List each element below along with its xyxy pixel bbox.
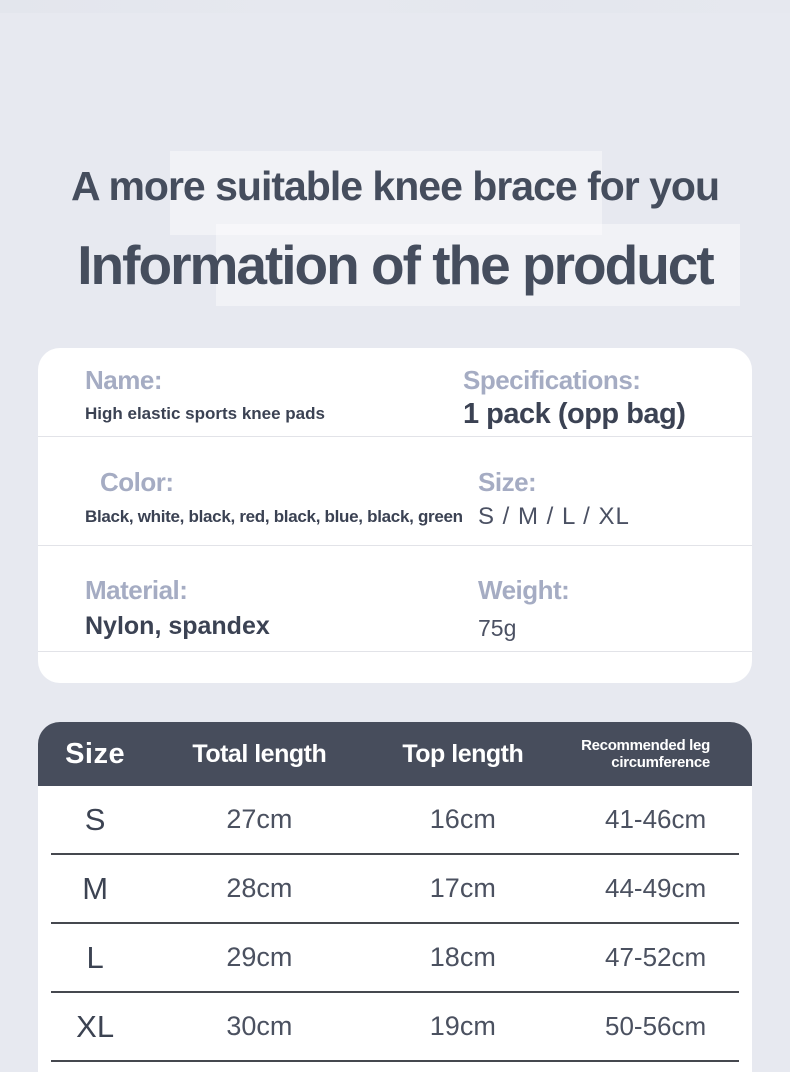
header-cell-leg-circumference: Recommended leg circumference xyxy=(581,736,710,771)
cell-total-length: 30cm xyxy=(226,1011,293,1041)
cell-leg-circumference: 47-52cm xyxy=(604,942,707,972)
table-row-xl: XL 30cm 19cm 50-56cm xyxy=(38,993,752,1060)
watermark-box-1 xyxy=(170,151,602,235)
size-block: Size: S / M / L / XL xyxy=(463,467,752,545)
cell-total-length: 29cm xyxy=(226,942,293,972)
size-table-header: Size Total length Top length Recommended… xyxy=(38,722,752,786)
table-row-m: M 28cm 17cm 44-49cm xyxy=(38,855,752,922)
cell-top-length: 16cm xyxy=(429,804,496,834)
cell-size: M xyxy=(82,870,109,906)
cell-leg-circumference: 41-46cm xyxy=(604,804,707,834)
watermark-box-2 xyxy=(216,224,740,306)
cell-leg-circumference: 50-56cm xyxy=(604,1011,707,1041)
row-divider xyxy=(51,1060,739,1062)
weight-label: Weight: xyxy=(478,575,570,605)
cell-total-length: 27cm xyxy=(226,804,293,834)
cell-total-length: 28cm xyxy=(226,873,293,903)
size-label: Size: xyxy=(478,467,537,497)
name-block: Name: High elastic sports knee pads xyxy=(38,365,463,436)
row-divider xyxy=(51,922,739,924)
header-cell-top-length: Top length xyxy=(402,739,524,768)
color-label: Color: xyxy=(100,467,174,497)
weight-value: 75g xyxy=(478,615,517,641)
table-row-s: S 27cm 16cm 41-46cm xyxy=(38,786,752,853)
cell-top-length: 18cm xyxy=(429,942,496,972)
tagline: A more suitable knee brace for you xyxy=(70,163,720,209)
card-row-color-size: Color: Black, white, black, red, black, … xyxy=(38,437,752,546)
product-info-card: Name: High elastic sports knee pads Spec… xyxy=(38,348,752,683)
material-value: Nylon, spandex xyxy=(85,612,270,640)
cell-top-length: 17cm xyxy=(429,873,496,903)
name-value: High elastic sports knee pads xyxy=(85,404,325,423)
color-value: Black, white, black, red, black, blue, b… xyxy=(85,507,463,526)
header-cell-total-length: Total length xyxy=(192,739,327,768)
card-row-material-weight: Material: Nylon, spandex Weight: 75g xyxy=(38,546,752,652)
cell-leg-circumference: 44-49cm xyxy=(604,873,707,903)
cell-size: L xyxy=(86,939,104,975)
header-cell-size: Size xyxy=(65,737,126,770)
size-table: Size Total length Top length Recommended… xyxy=(38,722,752,1072)
cell-size: S xyxy=(84,801,106,837)
card-row-name-specifications: Name: High elastic sports knee pads Spec… xyxy=(38,348,752,437)
row-divider xyxy=(51,991,739,993)
cell-size: XL xyxy=(76,1008,115,1044)
color-block: Color: Black, white, black, red, black, … xyxy=(38,467,463,545)
specifications-block: Specifications: 1 pack (opp bag) xyxy=(463,365,752,436)
material-block: Material: Nylon, spandex xyxy=(38,575,463,651)
cell-top-length: 19cm xyxy=(429,1011,496,1041)
specifications-label: Specifications: xyxy=(463,365,641,395)
material-label: Material: xyxy=(85,575,188,605)
specifications-value: 1 pack (opp bag) xyxy=(463,398,686,430)
page-title: Information of the product xyxy=(77,234,714,296)
name-label: Name: xyxy=(85,365,162,395)
weight-block: Weight: 75g xyxy=(463,575,752,651)
table-row-l: L 29cm 18cm 47-52cm xyxy=(38,924,752,991)
size-value: S / M / L / XL xyxy=(478,503,630,530)
top-edge-shade xyxy=(0,0,790,13)
row-divider xyxy=(51,853,739,855)
